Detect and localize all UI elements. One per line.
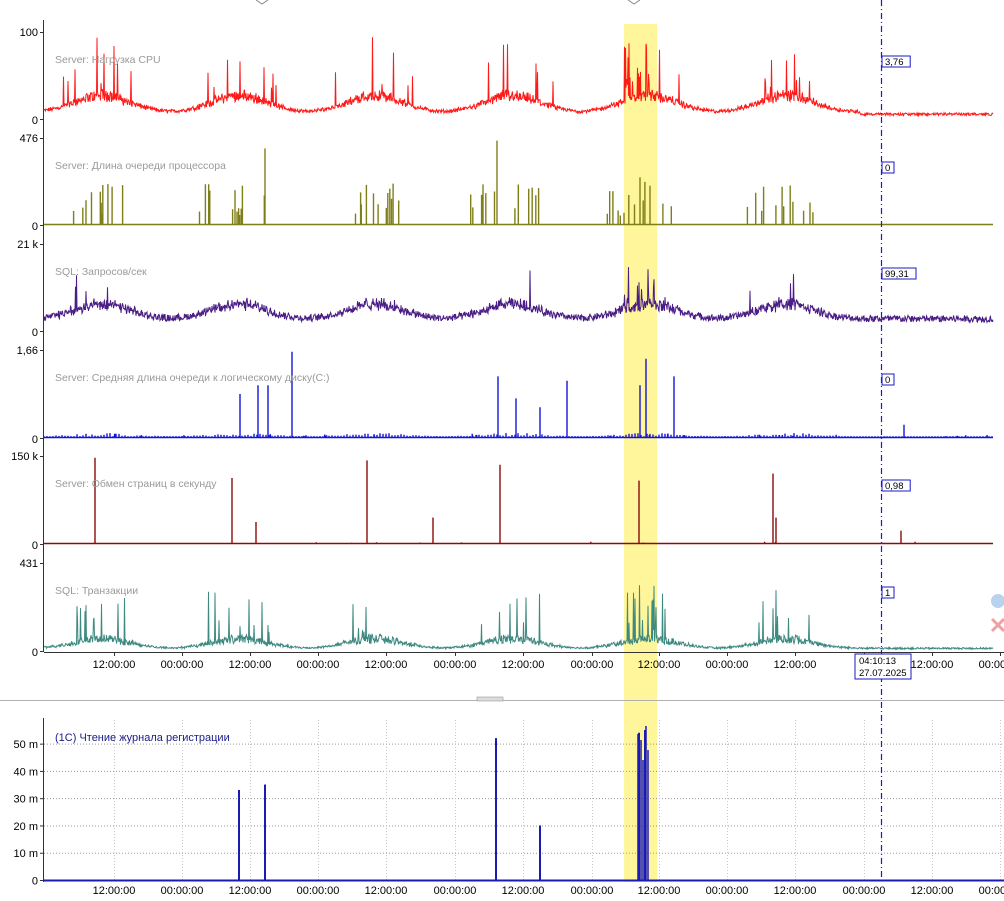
x-tick-label: 12:00:00 [774,659,817,671]
x-tick-label: 00:00:00 [161,659,204,671]
x-tick-label: 12:00:00 [638,659,681,671]
current-value-text: 3,76 [885,57,904,68]
panel-title: Server: Нагрузка CPU [55,54,161,66]
current-value-box [881,161,895,174]
bottom-y-label: 0 [32,876,38,888]
panel-ymin-label: 0 [32,327,38,339]
splitter-grip[interactable] [476,696,504,702]
grid [44,720,1004,880]
bottom-y-label: 50 m [14,739,38,751]
series-layer [43,37,1004,882]
current-value-text: 0 [885,163,890,174]
panel-ymax-label: 431 [20,558,38,570]
cursor-label-box [854,653,912,680]
cursor-time: 04:10:13 [859,656,896,667]
bottom-y-label: 20 m [14,821,38,833]
panel-title: Server: Длина очереди процессора [55,160,226,172]
bottom-x-tick-label: 00:00:00 [297,885,340,897]
marker-icon[interactable] [627,0,641,5]
bottom-x-tick-label: 00:00:00 [571,885,614,897]
info-icon[interactable] [991,594,1004,608]
panel-ymax-label: 21 k [17,239,38,251]
x-tick-label: 12:00:00 [93,659,136,671]
x-tick-label: 00:00:00 [434,659,477,671]
panel-ymax-label: 1,66 [17,345,38,357]
close-icon[interactable] [990,617,1004,633]
panel-title: SQL: Транзакции [55,585,138,597]
panel-ymin-label: 0 [32,434,38,446]
x-tick-label: 00:00:00 [571,659,614,671]
panel-ymin-label: 0 [32,221,38,233]
panel-ymin-label: 0 [32,647,38,659]
ui-controls [0,0,1004,702]
bottom-x-tick-label: 12:00:00 [502,885,545,897]
current-value-text: 0 [885,375,890,386]
series-spikes [93,457,942,544]
bottom-x-tick-label: 12:00:00 [911,885,954,897]
bottom-x-tick-label: 00:00:00 [843,885,886,897]
bottom-x-tick-label: 12:00:00 [774,885,817,897]
panel-title: Server: Средняя длина очереди к логическ… [55,372,330,384]
x-tick-label: 00:00:00 [706,659,749,671]
x-tick-label: 12:00:00 [911,659,954,671]
series-spikes [43,351,993,438]
cursor-date: 27.07.2025 [859,668,907,679]
bottom-x-tick-label: 00:00:00 [979,885,1004,897]
panel-title: Server: Обмен страниц в секунду [55,478,217,490]
x-tick-label: 12:00:00 [502,659,545,671]
current-value-text: 1 [885,588,890,599]
marker-icon[interactable] [255,0,269,5]
series-line [43,37,994,118]
axes [40,20,1004,882]
series-line [43,585,994,651]
bottom-spike-cluster [637,726,649,880]
bottom-x-tick-label: 12:00:00 [229,885,272,897]
bottom-x-tick-label: 00:00:00 [161,885,204,897]
panel-title: SQL: Запросов/сек [55,266,147,278]
panel-ymin-label: 0 [32,540,38,552]
panel-ymin-label: 0 [32,115,38,127]
current-value-text: 99,31 [885,269,909,280]
bottom-y-label: 30 m [14,794,38,806]
x-tick-label: 00:00:00 [297,659,340,671]
panel-ymax-label: 476 [20,133,38,145]
x-tick-label: 00:00:00 [979,659,1004,671]
panel-ymax-label: 150 k [11,451,38,463]
panel-ymax-label: 100 [20,27,38,39]
highlight-band [624,24,657,882]
highlight-band-rect [624,24,657,882]
bottom-x-tick-label: 00:00:00 [706,885,749,897]
current-value-text: 0,98 [885,481,904,492]
bottom-x-tick-label: 12:00:00 [365,885,408,897]
series-spikes [72,140,814,225]
bottom-x-tick-label: 00:00:00 [434,885,477,897]
bottom-y-label: 10 m [14,848,38,860]
series-line [43,267,994,325]
bottom-x-tick-label: 12:00:00 [638,885,681,897]
current-value-box [881,586,895,599]
bottom-chart-title: (1C) Чтение журнала регистрации [55,732,230,744]
bottom-y-label: 40 m [14,766,38,778]
bottom-x-tick-label: 12:00:00 [93,885,136,897]
x-tick-label: 12:00:00 [229,659,272,671]
x-tick-label: 12:00:00 [365,659,408,671]
